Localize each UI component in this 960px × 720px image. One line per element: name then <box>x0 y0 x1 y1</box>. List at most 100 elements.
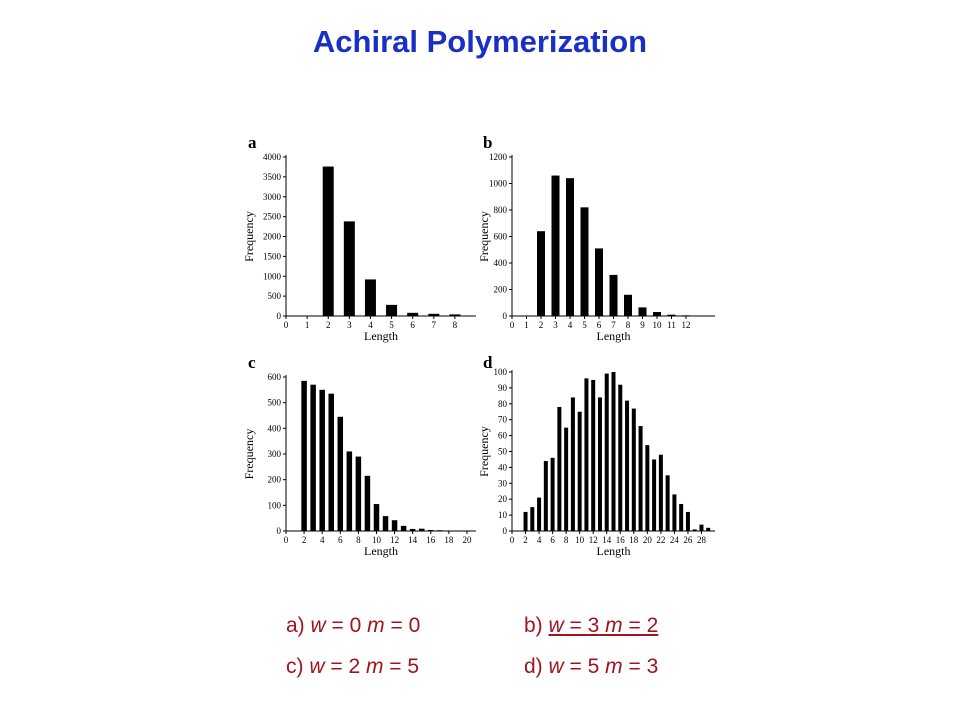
x-axis-label: Length <box>597 544 631 558</box>
x-tick-label: 0 <box>510 535 515 545</box>
x-tick-label: 0 <box>284 320 289 330</box>
bar <box>400 525 407 531</box>
caption-a: a) w = 0 m = 0 <box>286 614 421 637</box>
bar <box>543 461 548 531</box>
caption-b: b) w = 3 m = 2 <box>524 614 659 637</box>
bar <box>428 529 434 531</box>
x-tick-label: 18 <box>629 535 639 545</box>
y-tick-label: 500 <box>268 291 282 301</box>
bar <box>364 279 376 316</box>
y-tick-label: 400 <box>494 258 508 268</box>
bar <box>409 528 416 531</box>
y-axis-label: Frequency <box>477 211 491 262</box>
x-tick-label: 11 <box>667 320 676 330</box>
y-tick-label: 20 <box>498 494 508 504</box>
y-tick-label: 1500 <box>263 251 282 261</box>
x-tick-label: 4 <box>568 320 573 330</box>
x-tick-label: 6 <box>410 320 415 330</box>
x-tick-label: 20 <box>462 535 472 545</box>
x-tick-label: 1 <box>305 320 310 330</box>
bar <box>566 178 574 316</box>
bar <box>550 457 555 531</box>
x-tick-label: 20 <box>643 535 653 545</box>
y-tick-label: 2000 <box>263 232 282 242</box>
bar <box>638 307 647 316</box>
bar <box>386 304 398 316</box>
y-tick-label: 0 <box>503 311 508 321</box>
x-tick-label: 12 <box>589 535 598 545</box>
bar <box>455 530 461 532</box>
bar <box>530 507 535 531</box>
x-axis-label: Length <box>597 329 631 343</box>
panel-label: a <box>248 133 257 152</box>
bar <box>609 274 618 316</box>
y-tick-label: 60 <box>498 431 508 441</box>
y-tick-label: 30 <box>498 478 508 488</box>
x-tick-label: 6 <box>338 535 343 545</box>
y-tick-label: 200 <box>494 285 508 295</box>
x-tick-label: 12 <box>682 320 691 330</box>
x-tick-label: 24 <box>670 535 680 545</box>
caption-c: c) w = 2 m = 5 <box>286 655 420 678</box>
x-tick-label: 8 <box>453 320 458 330</box>
x-tick-label: 3 <box>347 320 352 330</box>
bar <box>343 221 355 316</box>
x-tick-label: 1 <box>524 320 529 330</box>
x-tick-label: 0 <box>284 535 289 545</box>
bar <box>322 166 334 316</box>
bar <box>301 380 307 531</box>
y-tick-label: 600 <box>268 372 282 382</box>
y-tick-label: 10 <box>498 510 508 520</box>
bar <box>551 175 560 316</box>
x-tick-label: 10 <box>575 535 585 545</box>
y-tick-label: 0 <box>277 311 282 321</box>
bar <box>706 527 711 531</box>
bar <box>523 511 528 531</box>
y-tick-label: 2500 <box>263 212 282 222</box>
x-tick-label: 16 <box>426 535 436 545</box>
bar <box>699 524 704 531</box>
x-tick-label: 6 <box>597 320 602 330</box>
x-tick-label: 12 <box>390 535 399 545</box>
x-axis-label: Length <box>364 329 398 343</box>
bar <box>407 312 419 316</box>
x-tick-label: 10 <box>653 320 663 330</box>
bar <box>428 313 440 316</box>
bar <box>638 426 643 531</box>
y-tick-label: 1200 <box>489 152 508 162</box>
x-tick-label: 7 <box>432 320 437 330</box>
x-tick-label: 22 <box>656 535 665 545</box>
bar <box>319 389 325 531</box>
x-tick-label: 8 <box>356 535 361 545</box>
panel-label: d <box>483 353 493 372</box>
bar <box>355 456 362 531</box>
bar <box>667 314 676 316</box>
y-tick-label: 80 <box>498 399 508 409</box>
bar <box>685 511 690 531</box>
bar <box>653 312 661 316</box>
page-title: Achiral Polymerization <box>312 24 648 59</box>
x-tick-label: 2 <box>302 535 307 545</box>
x-tick-label: 9 <box>640 320 645 330</box>
bar <box>537 231 545 316</box>
bar <box>337 416 344 531</box>
y-tick-label: 800 <box>494 205 508 215</box>
bar <box>580 207 589 316</box>
bar <box>631 408 636 531</box>
y-tick-label: 0 <box>277 526 282 536</box>
y-tick-label: 4000 <box>263 152 282 162</box>
y-tick-label: 1000 <box>489 179 508 189</box>
bar <box>364 475 371 531</box>
bar <box>618 384 623 531</box>
x-tick-label: 5 <box>389 320 394 330</box>
y-axis-label: Frequency <box>242 211 256 262</box>
y-tick-label: 1000 <box>263 271 282 281</box>
x-tick-label: 10 <box>372 535 382 545</box>
y-tick-label: 600 <box>494 232 508 242</box>
bar <box>597 397 602 531</box>
x-tick-label: 18 <box>444 535 454 545</box>
bar <box>564 427 569 531</box>
